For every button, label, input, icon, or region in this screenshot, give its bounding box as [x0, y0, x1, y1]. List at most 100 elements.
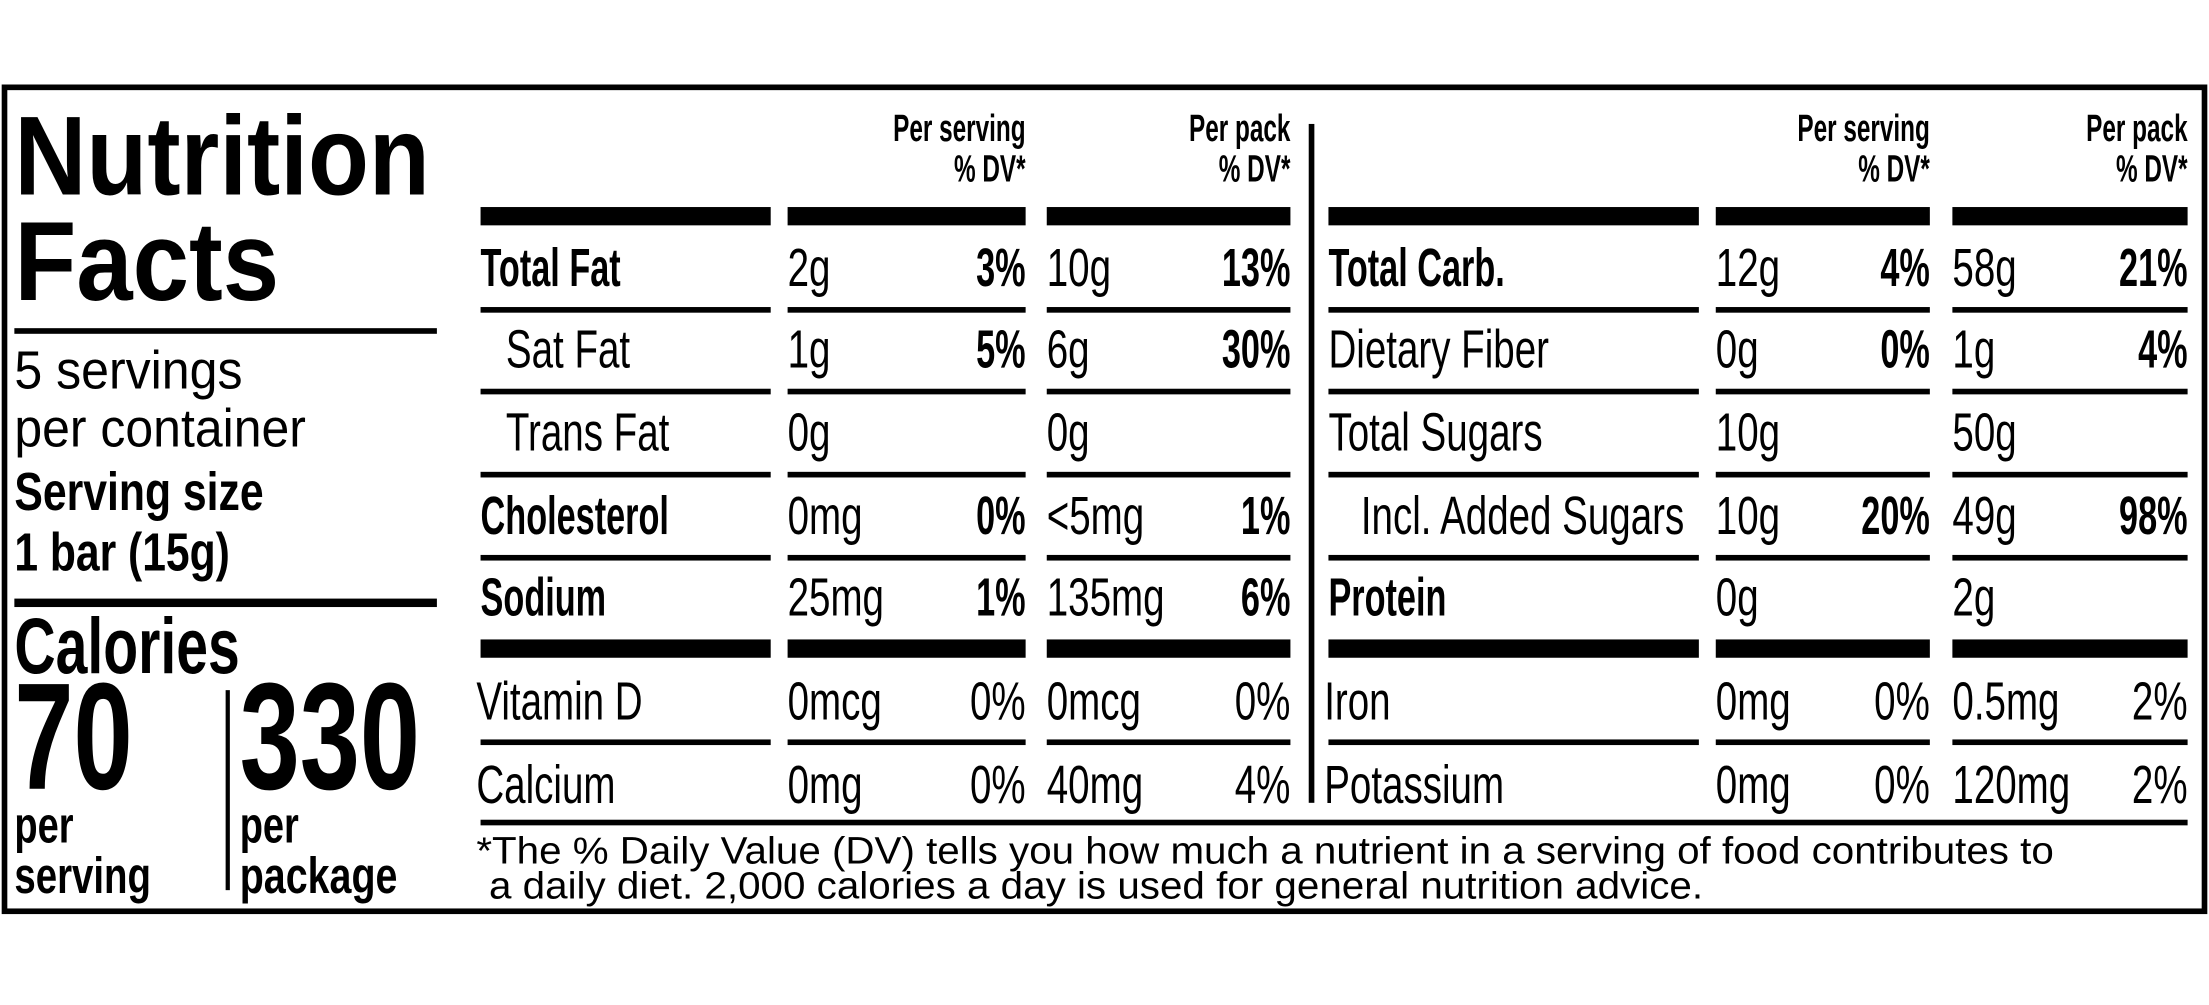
rule [1046, 388, 1291, 395]
rule [480, 388, 771, 395]
rule [787, 639, 1026, 658]
nutrient-name: Cholesterol [481, 485, 669, 546]
rule [787, 307, 1026, 313]
amount: 0mg [788, 486, 863, 546]
nutrient-name: Dietary Fiber [1328, 319, 1549, 379]
calories-sub: per [240, 796, 299, 853]
rule [1952, 554, 2188, 561]
rule [1715, 739, 1930, 746]
amount: 2g [788, 238, 831, 298]
rule [787, 471, 1026, 478]
rule [480, 639, 771, 658]
nutrient-name: Potassium [1324, 755, 1504, 815]
rule [14, 328, 437, 334]
daily-value: 1% [976, 567, 1026, 628]
rule [14, 598, 437, 608]
rule [480, 471, 771, 478]
amount: <5mg [1047, 486, 1144, 546]
rule [1715, 388, 1930, 395]
amount: 0mcg [1047, 672, 1141, 732]
daily-value: 30% [1222, 319, 1291, 380]
rule [1952, 639, 2188, 658]
amount: 0mg [1716, 672, 1791, 732]
column-header: % DV* [2116, 147, 2188, 190]
calories-sub: serving [14, 847, 151, 904]
rule [1328, 307, 1699, 313]
daily-value: 6% [1241, 567, 1291, 628]
amount: 2g [1952, 567, 1995, 627]
daily-value: 0% [1235, 672, 1291, 732]
rule [1952, 207, 2188, 226]
rule [1328, 739, 1699, 746]
servings: 5 servings [14, 342, 242, 401]
daily-value: 0% [1874, 755, 1930, 815]
column-header: % DV* [954, 147, 1026, 190]
calories-amount: 70 [14, 652, 132, 822]
rule [1328, 388, 1699, 395]
rule [787, 207, 1026, 226]
title: Facts [14, 198, 279, 324]
calories-label: Calories [14, 602, 239, 690]
servings: per container [14, 399, 306, 458]
amount: 6g [1047, 319, 1090, 379]
rule [1046, 307, 1291, 313]
daily-value: 0% [976, 485, 1026, 546]
footnote: *The % Daily Value (DV) tells you how mu… [476, 830, 2053, 872]
amount: 0g [1716, 319, 1759, 379]
serving-size: Serving size [14, 463, 263, 522]
nutrient-name: Incl. Added Sugars [1361, 486, 1684, 546]
calorie-divider [225, 690, 230, 891]
amount: 12g [1716, 238, 1780, 298]
rule [787, 388, 1026, 395]
column-header: Per pack [1189, 106, 1291, 149]
daily-value: 98% [2119, 485, 2188, 546]
amount: 58g [1952, 238, 2016, 298]
daily-value: 1% [1241, 485, 1291, 546]
amount: 135mg [1047, 567, 1165, 627]
amount: 1g [1952, 319, 1995, 379]
rule [1328, 471, 1699, 478]
amount: 0g [788, 403, 831, 463]
rule [1715, 307, 1930, 313]
nutrient-name: Sat Fat [506, 319, 630, 379]
serving-size: 1 bar (15g) [14, 523, 229, 582]
daily-value: 20% [1861, 485, 1930, 546]
nutrient-name: Total Carb. [1328, 237, 1504, 298]
amount: 0g [1047, 403, 1090, 463]
column-header: Per pack [2086, 106, 2188, 149]
column-header: Per serving [893, 106, 1026, 149]
nutrient-name: Calcium [476, 755, 615, 815]
daily-value: 13% [1222, 237, 1291, 298]
calories-sub: per [14, 796, 73, 853]
rule [1046, 639, 1291, 658]
amount: 0mg [1716, 755, 1791, 815]
nutrient-name: Total Fat [481, 237, 621, 298]
nutrient-name: Trans Fat [506, 403, 669, 463]
calories-amount: 330 [240, 652, 420, 822]
amount: 25mg [788, 567, 884, 627]
amount: 10g [1716, 403, 1780, 463]
column-header: % DV* [1219, 147, 1291, 190]
amount: 49g [1952, 486, 2016, 546]
nutrient-name: Sodium [481, 567, 607, 628]
daily-value: 0% [970, 755, 1026, 815]
rule [1046, 739, 1291, 746]
daily-value: 2% [2132, 755, 2188, 815]
daily-value: 4% [2138, 319, 2188, 380]
rule [1328, 639, 1699, 658]
rule [1952, 471, 2188, 478]
amount: 40mg [1047, 755, 1143, 815]
amount: 0.5mg [1952, 672, 2059, 732]
rule [480, 819, 2188, 826]
column-header: Per serving [1797, 106, 1930, 149]
daily-value: 2% [2132, 672, 2188, 732]
rule [1952, 739, 2188, 746]
footnote: a daily diet. 2,000 calories a day is us… [489, 866, 1703, 908]
rule [1046, 207, 1291, 226]
amount: 1g [788, 319, 831, 379]
daily-value: 0% [1874, 672, 1930, 732]
title: Nutrition [14, 92, 429, 218]
column-header: % DV* [1858, 147, 1930, 190]
daily-value: 4% [1235, 755, 1291, 815]
calories-sub: package [240, 847, 398, 904]
